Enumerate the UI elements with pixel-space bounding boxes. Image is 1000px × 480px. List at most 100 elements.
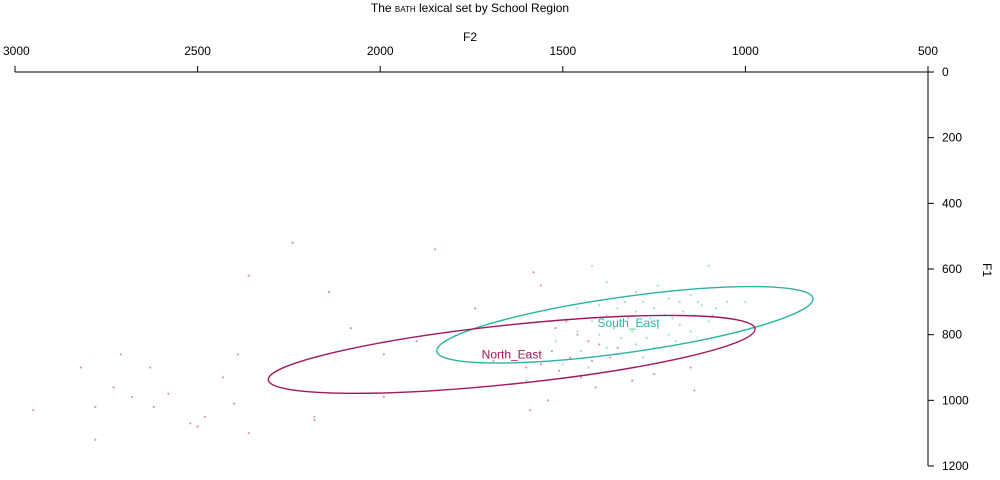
y-axis-label: F1: [980, 263, 994, 277]
point-north-east: [94, 405, 97, 408]
point-north-east: [112, 386, 115, 389]
x-tick-label: 1500: [549, 44, 576, 58]
point-south-east: [539, 353, 542, 356]
point-north-east: [233, 402, 236, 405]
point-south-east: [554, 340, 557, 343]
point-south-east: [634, 290, 637, 294]
point-south-east: [656, 327, 659, 330]
point-north-east: [587, 340, 590, 343]
point-north-east: [189, 422, 192, 425]
point-north-east: [196, 425, 199, 428]
point-north-east: [609, 356, 612, 359]
point-north-east: [247, 432, 250, 435]
chart-title-keyword: bath: [395, 3, 416, 15]
y-tick-label: 600: [942, 262, 962, 276]
point-south-east: [631, 330, 634, 333]
point-north-east: [547, 399, 550, 402]
point-north-east: [222, 376, 225, 379]
point-north-east: [528, 409, 532, 412]
y-tick-label: 200: [942, 131, 962, 145]
point-north-east: [433, 248, 437, 251]
point-north-east: [474, 307, 477, 310]
point-south-east: [667, 297, 670, 300]
point-south-east: [682, 310, 685, 313]
point-north-east: [689, 366, 692, 369]
point-south-east: [642, 356, 645, 359]
point-north-east: [539, 284, 542, 287]
ellipse-south-east: [436, 285, 814, 364]
point-north-east: [594, 386, 597, 389]
y-tick-label: 1200: [942, 459, 969, 473]
point-north-east: [579, 376, 583, 379]
point-north-east: [349, 327, 353, 330]
label-north-east: North_East: [482, 347, 543, 361]
point-north-east: [327, 290, 331, 294]
point-north-east: [291, 241, 294, 244]
point-south-east: [671, 317, 674, 320]
point-south-east: [576, 330, 579, 333]
point-north-east: [313, 415, 316, 418]
point-south-east: [645, 336, 648, 340]
point-north-east: [167, 392, 170, 395]
x-tick-label: 2500: [184, 44, 211, 58]
chart-title-prefix: The: [371, 1, 395, 15]
point-north-east: [525, 366, 528, 369]
point-south-east: [715, 307, 718, 310]
point-north-east: [525, 353, 528, 356]
y-tick-label: 0: [942, 65, 949, 79]
point-north-east: [539, 363, 542, 366]
point-south-east: [623, 300, 626, 303]
point-north-east: [565, 320, 568, 323]
point-north-east: [653, 372, 656, 376]
point-south-east: [525, 379, 528, 382]
point-north-east: [569, 356, 572, 359]
point-south-east: [653, 307, 656, 310]
point-south-east: [616, 307, 619, 310]
point-south-east: [707, 264, 710, 267]
point-south-east: [605, 313, 608, 317]
x-tick-label: 1000: [732, 44, 759, 58]
y-tick-label: 800: [942, 328, 962, 342]
point-north-east: [590, 359, 594, 363]
point-south-east: [627, 317, 630, 320]
point-north-east: [203, 415, 207, 418]
point-south-east: [707, 320, 710, 323]
point-north-east: [598, 343, 601, 346]
point-north-east: [94, 438, 97, 441]
point-north-east: [693, 389, 696, 392]
point-north-east: [415, 340, 418, 343]
point-south-east: [561, 363, 564, 366]
y-axis-ticks: 0 200 400 600 800 1000 1200: [928, 65, 969, 473]
x-tick-label: 3000: [3, 44, 30, 58]
chart-title: The bath lexical set by School Region: [371, 1, 569, 15]
point-south-east: [744, 300, 747, 303]
point-south-east: [656, 284, 659, 287]
chart-title-suffix: lexical set by School Region: [416, 1, 569, 15]
point-south-east: [590, 320, 594, 323]
x-axis-ticks: 3000 2500 2000 1500 1000 500: [3, 44, 938, 72]
point-north-east: [631, 379, 634, 382]
point-north-east: [119, 353, 123, 356]
point-south-east: [674, 340, 678, 343]
point-south-east: [642, 323, 645, 326]
label-south-east: South_East: [598, 316, 661, 330]
point-south-east: [598, 333, 601, 336]
point-north-east: [382, 353, 385, 356]
point-south-east: [696, 300, 700, 303]
point-north-east: [236, 353, 239, 356]
scatter-points: [32, 241, 747, 441]
y-tick-label: 400: [942, 196, 962, 210]
point-south-east: [711, 313, 714, 317]
point-south-east: [726, 300, 729, 303]
point-south-east: [634, 343, 637, 346]
point-north-east: [79, 366, 82, 369]
point-south-east: [689, 294, 692, 297]
point-south-east: [642, 300, 645, 303]
y-tick-label: 1000: [942, 393, 969, 407]
point-north-east: [152, 405, 155, 408]
group-ellipses: [267, 285, 814, 395]
point-north-east: [576, 333, 579, 336]
point-north-east: [492, 359, 495, 363]
